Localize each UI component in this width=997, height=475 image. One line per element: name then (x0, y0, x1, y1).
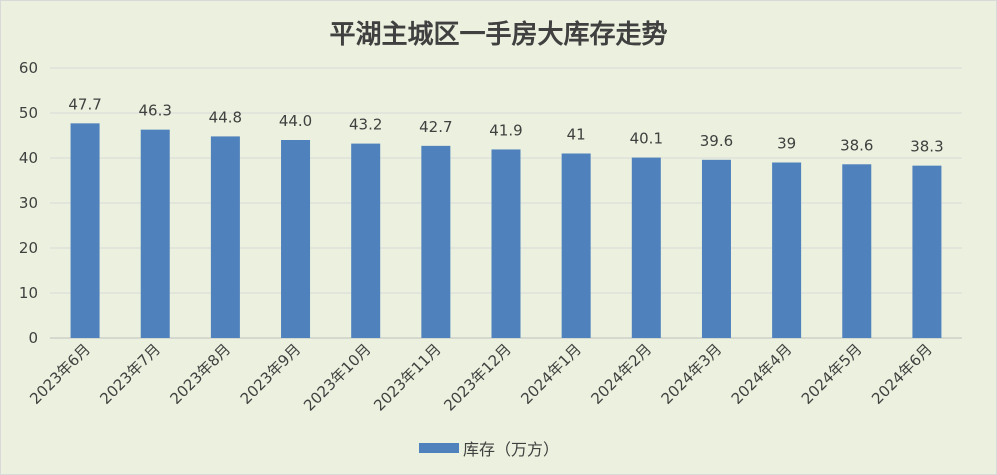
x-tick-label: 2024年1月 (517, 340, 585, 408)
y-tick-label: 30 (19, 194, 38, 212)
chart-title: 平湖主城区一手房大库存走势 (329, 20, 668, 50)
data-label: 39.6 (700, 132, 733, 150)
legend-swatch (419, 443, 459, 453)
bar (491, 149, 521, 338)
x-tick-label: 2024年4月 (728, 340, 796, 408)
x-tick-label: 2023年9月 (237, 340, 305, 408)
data-label: 42.7 (419, 118, 452, 136)
bar (421, 145, 451, 338)
x-tick-label: 2024年3月 (658, 340, 726, 408)
bar (140, 129, 170, 338)
x-tick-label: 2023年11月 (370, 340, 444, 414)
x-tick-label: 2024年2月 (587, 340, 655, 408)
bar (701, 159, 731, 338)
data-label: 43.2 (349, 116, 382, 134)
bar (70, 123, 100, 338)
y-tick-label: 10 (19, 284, 38, 302)
x-tick-label: 2023年6月 (26, 340, 94, 408)
x-tick-label: 2023年10月 (300, 340, 374, 414)
legend-label: 库存（万方） (463, 440, 560, 459)
data-label: 44.8 (209, 108, 242, 126)
bar (351, 143, 381, 338)
x-tick-label: 2023年12月 (440, 340, 514, 414)
x-tick-label: 2024年5月 (798, 340, 866, 408)
y-tick-label: 40 (19, 149, 38, 167)
legend: 库存（万方） (419, 436, 559, 460)
x-tick-label: 2023年8月 (167, 340, 235, 408)
x-tick-label: 2024年6月 (868, 340, 936, 408)
data-label: 47.7 (68, 95, 101, 113)
x-tick-label: 2023年7月 (96, 340, 164, 408)
bar (210, 136, 240, 338)
y-tick-label: 50 (19, 104, 38, 122)
data-label: 41 (567, 126, 586, 144)
bar (561, 153, 591, 338)
bar (631, 157, 661, 338)
data-label: 39 (777, 135, 796, 153)
data-label: 38.6 (840, 136, 873, 154)
data-label: 46.3 (139, 102, 172, 120)
y-tick-label: 20 (19, 239, 38, 257)
y-tick-label: 60 (19, 59, 38, 77)
y-tick-label: 0 (28, 329, 38, 347)
data-label: 41.9 (489, 121, 522, 139)
bar (842, 164, 872, 338)
bar (912, 165, 942, 338)
data-label: 44.0 (279, 112, 312, 130)
data-label: 38.3 (910, 138, 943, 156)
bar (772, 162, 802, 338)
data-label: 40.1 (630, 130, 663, 148)
bar (281, 140, 311, 338)
